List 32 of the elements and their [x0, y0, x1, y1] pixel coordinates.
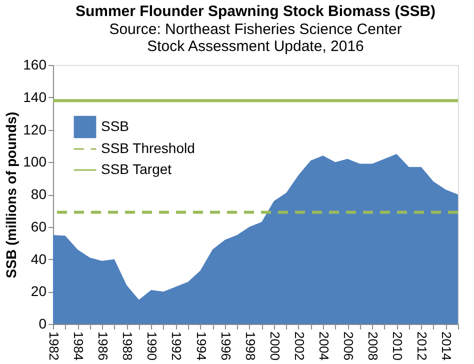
chart-title: Summer Flounder Spawning Stock Biomass (SSB) — [75, 3, 436, 20]
y-tick-label: 60 — [30, 218, 47, 234]
x-tick-label: 2014 — [439, 332, 454, 360]
legend-label: SSB Threshold — [101, 140, 195, 156]
y-tick-label: 20 — [30, 283, 47, 300]
y-tick-label: 100 — [23, 154, 47, 170]
x-tick-label: 2008 — [366, 332, 381, 360]
x-tick-label: 2006 — [341, 332, 356, 360]
x-tick-label: 2012 — [414, 332, 430, 360]
legend-label: SSB Target — [101, 161, 172, 177]
y-axis-title: SSB (millions of pounds) — [3, 112, 20, 278]
legend-label: SSB — [101, 118, 130, 134]
x-tick-label: 1990 — [144, 332, 160, 360]
x-tick-label: 1992 — [169, 332, 184, 360]
x-tick-label: 1998 — [242, 332, 258, 360]
y-tick-label: 0 — [38, 316, 47, 332]
x-tick-label: 1994 — [194, 332, 209, 360]
x-tick-label: 2010 — [390, 332, 406, 360]
x-tick-label: 1996 — [218, 332, 234, 360]
x-tick-label: 1984 — [71, 332, 86, 360]
y-tick-label: 80 — [30, 186, 47, 202]
x-tick-label: 1982 — [46, 332, 62, 360]
x-tick-label: 1986 — [96, 332, 111, 360]
x-tick-label: 2002 — [292, 332, 307, 360]
x-tick-label: 1988 — [120, 332, 136, 360]
chart-subtitle: Source: Northeast Fisheries Science Center Stock Assessment Update, 2016 — [109, 21, 402, 55]
x-tick-label: 2004 — [316, 332, 332, 360]
x-tick-label: 2000 — [267, 332, 282, 360]
y-tick-label: 160 — [23, 56, 47, 72]
y-tick-label: 40 — [30, 250, 47, 267]
y-tick-label: 120 — [23, 121, 47, 138]
y-tick-label: 140 — [23, 88, 47, 105]
